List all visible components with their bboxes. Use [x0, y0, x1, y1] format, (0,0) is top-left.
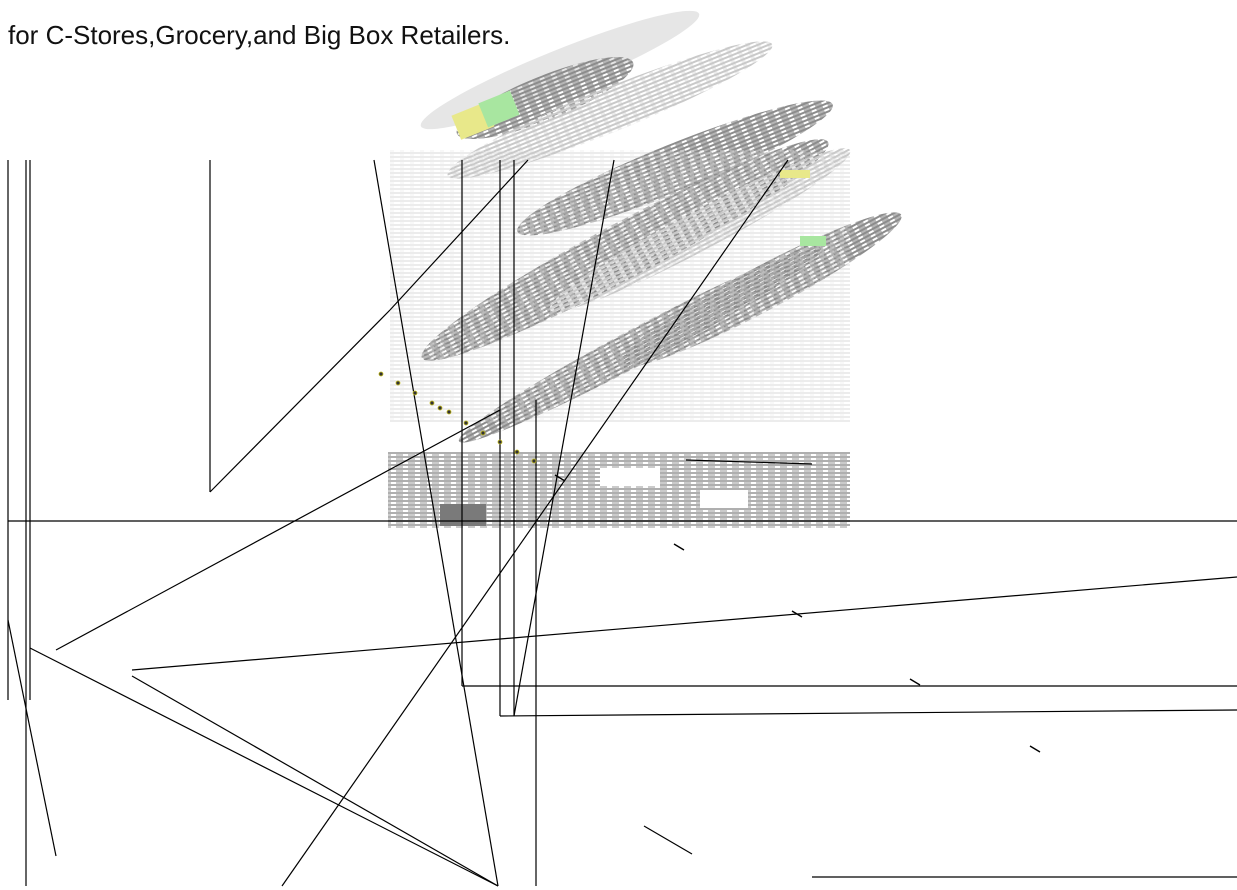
logo-wordmark-block [388, 452, 850, 528]
line-work [7, 159, 1237, 887]
tagline-text: for C-Stores,Grocery,and Big Box Retaile… [8, 20, 511, 50]
arrow-marks [554, 474, 1041, 753]
swoosh-logo-icon [390, 10, 902, 443]
dot-trail [378, 371, 537, 464]
